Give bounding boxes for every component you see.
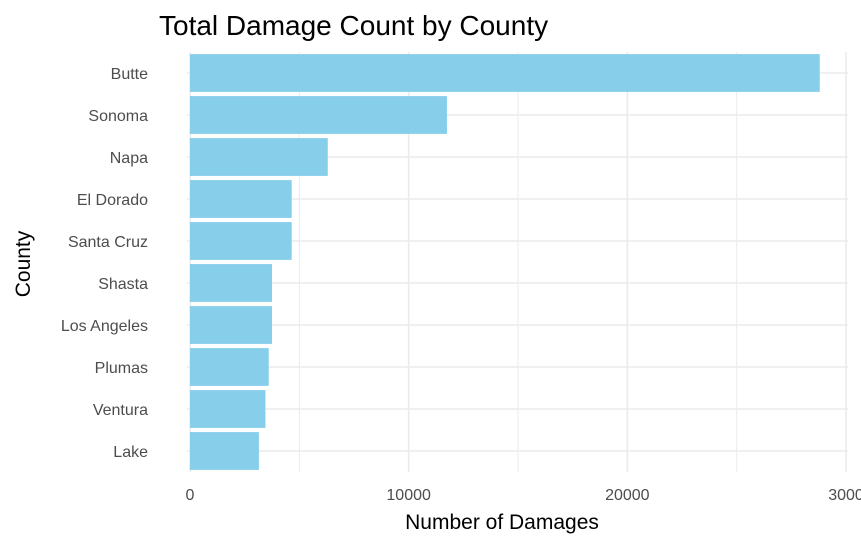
bar-shasta: [190, 264, 272, 302]
bar-santa-cruz: [190, 222, 292, 260]
y-tick-label: Napa: [110, 150, 148, 167]
y-tick-label: Shasta: [98, 276, 148, 293]
x-tick-label: 0: [186, 487, 195, 504]
y-tick-label: Los Angeles: [61, 318, 148, 335]
x-tick-label: 10000: [386, 487, 431, 504]
bars: [190, 54, 820, 470]
x-tick-label: 20000: [605, 487, 650, 504]
bar-butte: [190, 54, 820, 92]
y-tick-label: Lake: [113, 444, 148, 461]
y-tick-labels: Butte Sonoma Napa El Dorado Santa Cruz Shasta…: [61, 66, 148, 461]
y-tick-label: Butte: [111, 66, 148, 83]
x-tick-labels: 0 10000 20000 3000: [186, 487, 861, 504]
bar-sonoma: [190, 96, 447, 134]
y-tick-label: Ventura: [93, 402, 148, 419]
x-axis-title: Number of Damages: [405, 511, 599, 534]
chart-title: Total Damage Count by County: [159, 10, 548, 41]
bar-los-angeles: [190, 306, 272, 344]
y-tick-label: Plumas: [95, 360, 148, 377]
y-tick-label: El Dorado: [77, 192, 148, 209]
bar-plumas: [190, 348, 269, 386]
x-tick-label: 3000: [828, 487, 861, 504]
bar-lake: [190, 432, 259, 470]
y-tick-label: Santa Cruz: [68, 234, 148, 251]
bar-napa: [190, 138, 328, 176]
bar-el-dorado: [190, 180, 292, 218]
y-tick-label: Sonoma: [88, 108, 148, 125]
y-axis-title: County: [12, 230, 35, 297]
grid-layer: [187, 52, 848, 472]
bar-ventura: [190, 390, 266, 428]
